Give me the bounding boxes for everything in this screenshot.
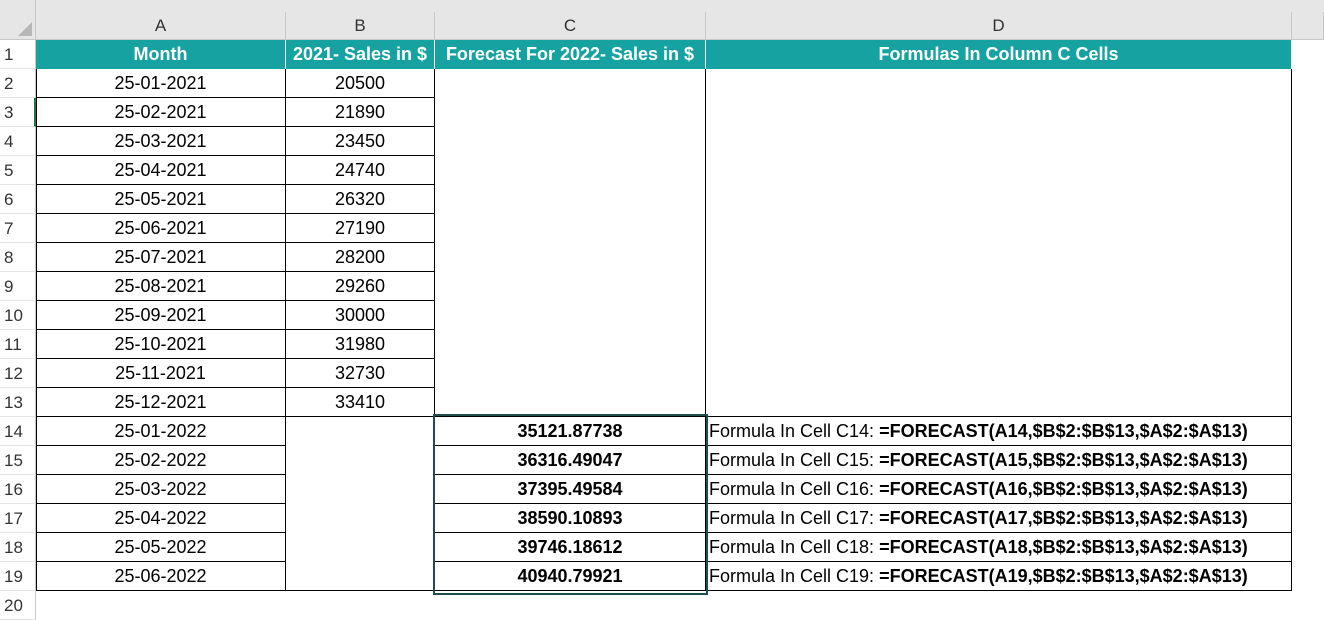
select-all-button[interactable]	[0, 0, 36, 40]
column-header-b[interactable]: B	[286, 12, 435, 40]
cell-month-2021[interactable]: 25-04-2021	[36, 156, 286, 185]
cell-formula-text[interactable]: Formula In Cell C14: =FORECAST(A14,$B$2:…	[706, 417, 1292, 446]
cell-month-2021[interactable]: 25-11-2021	[36, 359, 286, 388]
row-header-17[interactable]: 17	[0, 504, 36, 533]
cell-month-2021[interactable]: 25-12-2021	[36, 388, 286, 417]
cell-formulas-empty-block[interactable]	[706, 69, 1292, 417]
column-header-bar	[36, 0, 1324, 12]
header-formulas[interactable]: Formulas In Column C Cells	[706, 40, 1292, 69]
cell-sales-2021[interactable]: 31980	[286, 330, 435, 359]
cell-month-2022[interactable]: 25-05-2022	[36, 533, 286, 562]
cell-month-2021[interactable]: 25-02-2021	[36, 98, 286, 127]
row-header-4[interactable]: 4	[0, 127, 36, 156]
row-header-18[interactable]: 18	[0, 533, 36, 562]
cell-sales-2021[interactable]: 33410	[286, 388, 435, 417]
header-month[interactable]: Month	[36, 40, 286, 69]
cell-sales-2021[interactable]: 24740	[286, 156, 435, 185]
cell-forecast-value[interactable]: 36316.49047	[435, 446, 706, 475]
formula-expression: =FORECAST(A19,$B$2:$B$13,$A$2:$A$13)	[879, 566, 1248, 586]
cell-forecast-empty-block[interactable]	[435, 69, 706, 417]
cell-sales-2021[interactable]: 32730	[286, 359, 435, 388]
column-header-a[interactable]: A	[36, 12, 286, 40]
cell-month-2021[interactable]: 25-08-2021	[36, 272, 286, 301]
cell-month-2021[interactable]: 25-09-2021	[36, 301, 286, 330]
cell-formula-text[interactable]: Formula In Cell C15: =FORECAST(A15,$B$2:…	[706, 446, 1292, 475]
cell-month-2021[interactable]: 25-07-2021	[36, 243, 286, 272]
cell-sales-2021[interactable]: 20500	[286, 69, 435, 98]
cell-formula-text[interactable]: Formula In Cell C17: =FORECAST(A17,$B$2:…	[706, 504, 1292, 533]
cell-month-2021[interactable]: 25-01-2021	[36, 69, 286, 98]
cell-sales-2021[interactable]: 29260	[286, 272, 435, 301]
cell-month-2022[interactable]: 25-03-2022	[36, 475, 286, 504]
formula-expression: =FORECAST(A14,$B$2:$B$13,$A$2:$A$13)	[879, 421, 1248, 441]
row-header-11[interactable]: 11	[0, 330, 36, 359]
cell-forecast-value[interactable]: 40940.79921	[435, 562, 706, 591]
row-header-20[interactable]: 20	[0, 591, 36, 620]
cell-formula-text[interactable]: Formula In Cell C19: =FORECAST(A19,$B$2:…	[706, 562, 1292, 591]
column-header-d[interactable]: D	[706, 12, 1292, 40]
row-header-3[interactable]: 3	[0, 98, 36, 127]
cell-sales-2021[interactable]: 21890	[286, 98, 435, 127]
cell-forecast-value[interactable]: 38590.10893	[435, 504, 706, 533]
cell-month-2021[interactable]: 25-06-2021	[36, 214, 286, 243]
formula-label: Formula In Cell C14:	[709, 421, 880, 441]
formula-label: Formula In Cell C18:	[709, 537, 880, 557]
cell-month-2021[interactable]: 25-10-2021	[36, 330, 286, 359]
formula-label: Formula In Cell C19:	[709, 566, 880, 586]
row-header-14[interactable]: 14	[0, 417, 36, 446]
cell-month-2022[interactable]: 25-04-2022	[36, 504, 286, 533]
formula-expression: =FORECAST(A15,$B$2:$B$13,$A$2:$A$13)	[879, 450, 1248, 470]
header-forecast-2022[interactable]: Forecast For 2022- Sales in $	[435, 40, 706, 69]
cell-forecast-value[interactable]: 39746.18612	[435, 533, 706, 562]
cell-sales-2021[interactable]: 26320	[286, 185, 435, 214]
cell-month-2021[interactable]: 25-05-2021	[36, 185, 286, 214]
grid-left-border	[36, 69, 37, 591]
column-header-e[interactable]	[1292, 12, 1324, 40]
row-header-7[interactable]: 7	[0, 214, 36, 243]
row-header-15[interactable]: 15	[0, 446, 36, 475]
row-header-16[interactable]: 16	[0, 475, 36, 504]
formula-label: Formula In Cell C16:	[709, 479, 880, 499]
cell-sales-2021[interactable]: 28200	[286, 243, 435, 272]
cell-month-2021[interactable]: 25-03-2021	[36, 127, 286, 156]
cell-sales-2021[interactable]: 30000	[286, 301, 435, 330]
select-all-triangle-icon	[18, 22, 32, 36]
cell-forecast-value[interactable]: 35121.87738	[435, 417, 706, 446]
cell-formula-text[interactable]: Formula In Cell C18: =FORECAST(A18,$B$2:…	[706, 533, 1292, 562]
formula-label: Formula In Cell C17:	[709, 508, 880, 528]
row-header-9[interactable]: 9	[0, 272, 36, 301]
cell-formula-text[interactable]: Formula In Cell C16: =FORECAST(A16,$B$2:…	[706, 475, 1292, 504]
row-header-10[interactable]: 10	[0, 301, 36, 330]
column-header-c[interactable]: C	[435, 12, 706, 40]
cell-sales-2021[interactable]: 27190	[286, 214, 435, 243]
cell-month-2022[interactable]: 25-06-2022	[36, 562, 286, 591]
row-header-12[interactable]: 12	[0, 359, 36, 388]
cell-forecast-value[interactable]: 37395.49584	[435, 475, 706, 504]
cell-sales-2021[interactable]: 23450	[286, 127, 435, 156]
row-header-5[interactable]: 5	[0, 156, 36, 185]
row-header-13[interactable]: 13	[0, 388, 36, 417]
formula-expression: =FORECAST(A17,$B$2:$B$13,$A$2:$A$13)	[879, 508, 1248, 528]
row-header-6[interactable]: 6	[0, 185, 36, 214]
row-header-1[interactable]: 1	[0, 40, 36, 69]
cell-sales-empty-block[interactable]	[286, 417, 435, 591]
row-header-19[interactable]: 19	[0, 562, 36, 591]
formula-label: Formula In Cell C15:	[709, 450, 880, 470]
header-sales-2021[interactable]: 2021- Sales in $	[286, 40, 435, 69]
formula-expression: =FORECAST(A16,$B$2:$B$13,$A$2:$A$13)	[879, 479, 1248, 499]
cell-month-2022[interactable]: 25-01-2022	[36, 417, 286, 446]
row-header-8[interactable]: 8	[0, 243, 36, 272]
formula-expression: =FORECAST(A18,$B$2:$B$13,$A$2:$A$13)	[879, 537, 1248, 557]
row-header-2[interactable]: 2	[0, 69, 36, 98]
cell-month-2022[interactable]: 25-02-2022	[36, 446, 286, 475]
